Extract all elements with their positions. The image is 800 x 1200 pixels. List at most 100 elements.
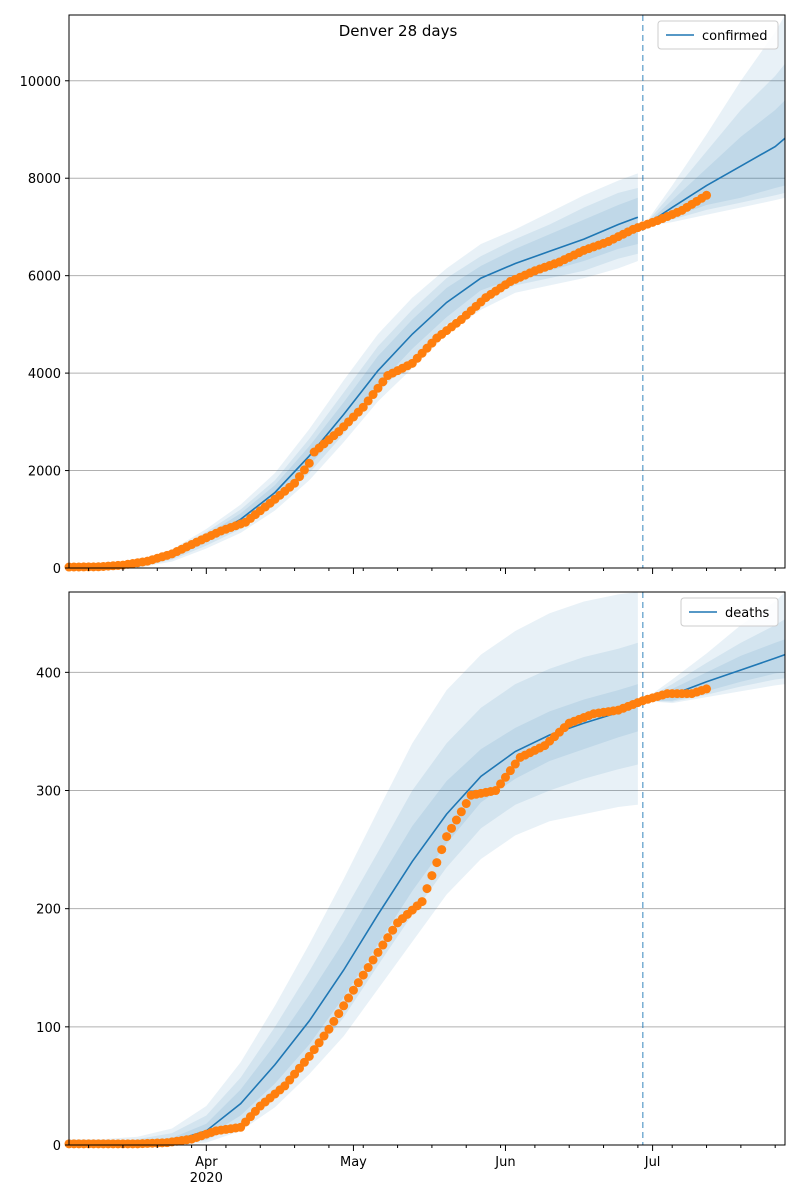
x-tick-label: May [340,1155,367,1170]
x-tick-label: Jul [644,1155,661,1170]
observed-point [378,940,388,950]
uncertainty-band [642,639,785,701]
observed-points [64,190,712,572]
model-curve [642,137,786,228]
axes-frame [68,591,786,1146]
y-tick-label: 4000 [28,367,61,382]
observed-point [309,1045,319,1055]
observed-point [432,858,442,868]
y-tick-label: 6000 [28,270,61,285]
observed-point [422,884,432,894]
legend: deaths [680,597,779,627]
x-tick-label: Apr [195,1155,218,1170]
observed-point [358,402,368,412]
y-tick-label: 300 [36,785,61,800]
legend: confirmed [657,20,779,50]
axes-border [68,14,786,569]
observed-point [344,993,354,1003]
observed-point [319,1031,329,1041]
observed-point [427,871,437,881]
observed-point [456,807,466,817]
uncertainty-band [642,619,785,702]
observed-point [378,377,388,387]
observed-point [348,985,358,995]
observed-point [461,799,471,809]
observed-point [417,897,427,907]
observed-point [314,1038,324,1048]
chart-title: Denver 28 days [339,22,458,40]
legend-box [680,597,779,627]
confirmed-panel: 0 2000 4000 6000 8000 10000 confirmed [20,14,786,577]
observed-point [324,1024,334,1034]
observed-point [496,779,506,789]
observed-point [358,970,368,980]
y-axis: 0 100 200 300 400 [36,666,69,1154]
grid-lines [69,671,785,1028]
y-tick-label: 200 [36,903,61,918]
grid-lines [69,80,785,472]
legend-box [657,20,779,50]
observed-point [285,1075,295,1085]
uncertainty-band [69,642,638,1145]
observed-point [500,772,510,782]
observed-point [339,1001,349,1011]
x-tick-label: Jun [494,1155,515,1170]
y-tick-label: 0 [53,1139,61,1154]
uncertainty-band [69,173,638,568]
uncertainty-band [642,15,785,227]
observed-point [505,766,515,776]
observed-point [442,832,452,842]
uncertainty-band [69,197,638,569]
axes-border [68,591,786,1146]
uncertainty-band [69,684,638,1145]
observed-point [447,823,457,833]
observed-point [294,472,304,482]
observed-point [280,1081,290,1091]
observed-point [329,1016,339,1026]
observed-point [368,955,378,965]
y-tick-label: 0 [53,562,61,577]
y-tick-label: 2000 [28,465,61,480]
legend-label-deaths: deaths [725,606,770,621]
x-axis [88,568,776,574]
uncertainty-band [69,592,638,1145]
observed-point [334,1009,344,1019]
observed-point [510,759,520,769]
y-tick-label: 10000 [20,75,61,90]
y-tick-label: 400 [36,666,61,681]
observed-point [363,963,373,973]
observed-point [368,390,378,400]
y-tick-label: 100 [36,1021,61,1036]
observed-point [388,925,398,935]
observed-point [383,933,393,943]
observed-point [299,1057,309,1067]
observed-point [290,1069,300,1079]
uncertainty-bands [69,592,785,1145]
observed-point [491,786,501,796]
uncertainty-bands [69,15,785,569]
observed-point [304,458,314,468]
x-tick-sublabel: 2020 [190,1171,223,1186]
legend-label-confirmed: confirmed [702,29,768,44]
observed-point [437,845,447,855]
axes-frame [68,14,786,569]
observed-point [290,478,300,488]
observed-point [373,383,383,393]
observed-point [363,396,373,406]
y-axis: 0 2000 4000 6000 8000 10000 [20,75,69,577]
observed-point [299,465,309,475]
observed-point [702,684,712,694]
observed-point [353,978,363,988]
uncertainty-band [642,100,785,227]
observed-point [451,815,461,825]
uncertainty-band [642,63,785,227]
observed-point [304,1051,314,1061]
observed-point [373,947,383,957]
uncertainty-band [69,187,638,568]
observed-point [702,190,712,200]
y-tick-label: 8000 [28,172,61,187]
observed-point [294,1063,304,1073]
